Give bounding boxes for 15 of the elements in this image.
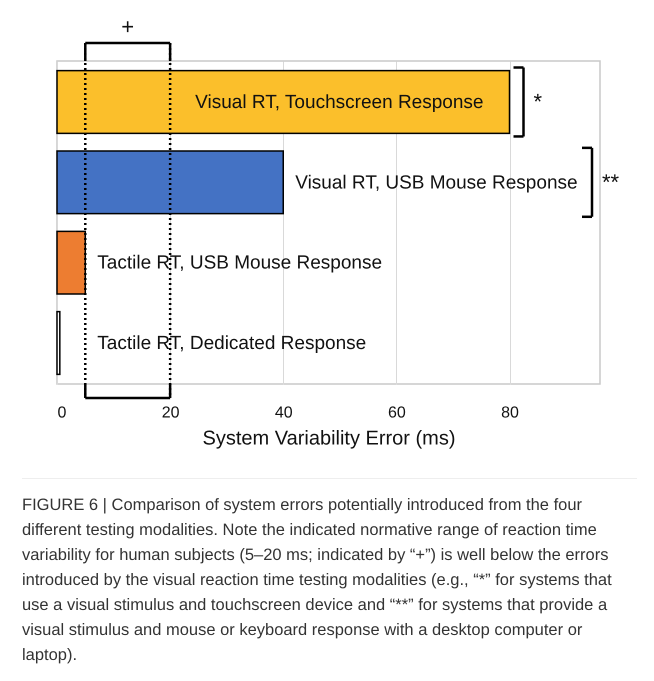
x-tick-label: 80: [501, 404, 519, 422]
x-tick-label: 0: [58, 404, 66, 422]
y-tick-label: Tactile RT, Dedicated Response: [97, 333, 366, 354]
bar: [56, 310, 61, 376]
x-tick-label: 20: [162, 404, 180, 422]
x-tick-label: 60: [388, 404, 406, 422]
y-tick-label: Visual RT, USB Mouse Response: [295, 172, 578, 194]
y-tick-label: Visual RT, Touchscreen Response: [195, 92, 484, 113]
x-tick-label: 40: [274, 404, 293, 422]
text: **: [602, 169, 620, 194]
text: +: [121, 14, 134, 39]
annotation: *: [534, 88, 542, 114]
y-tick-label: Tactile RT, USB Mouse Response: [97, 252, 382, 274]
caption: FIGURE 6 | Comparison of system errors potentially introduced from the four different testing modalities. Note the indicated normative range of reaction time variability for human subjects (5–20 ms; indicated by “+”) is well below the errors introduced by the visual reaction time testing modalities (e.g., “*” for systems that use a visual stimulus and touchscreen device and “**” for systems that provide a visual stimulus and mouse or keyboard response with a desktop computer or laptop).: [22, 495, 613, 666]
x-axis-title: System Variability Error (ms): [202, 428, 456, 450]
